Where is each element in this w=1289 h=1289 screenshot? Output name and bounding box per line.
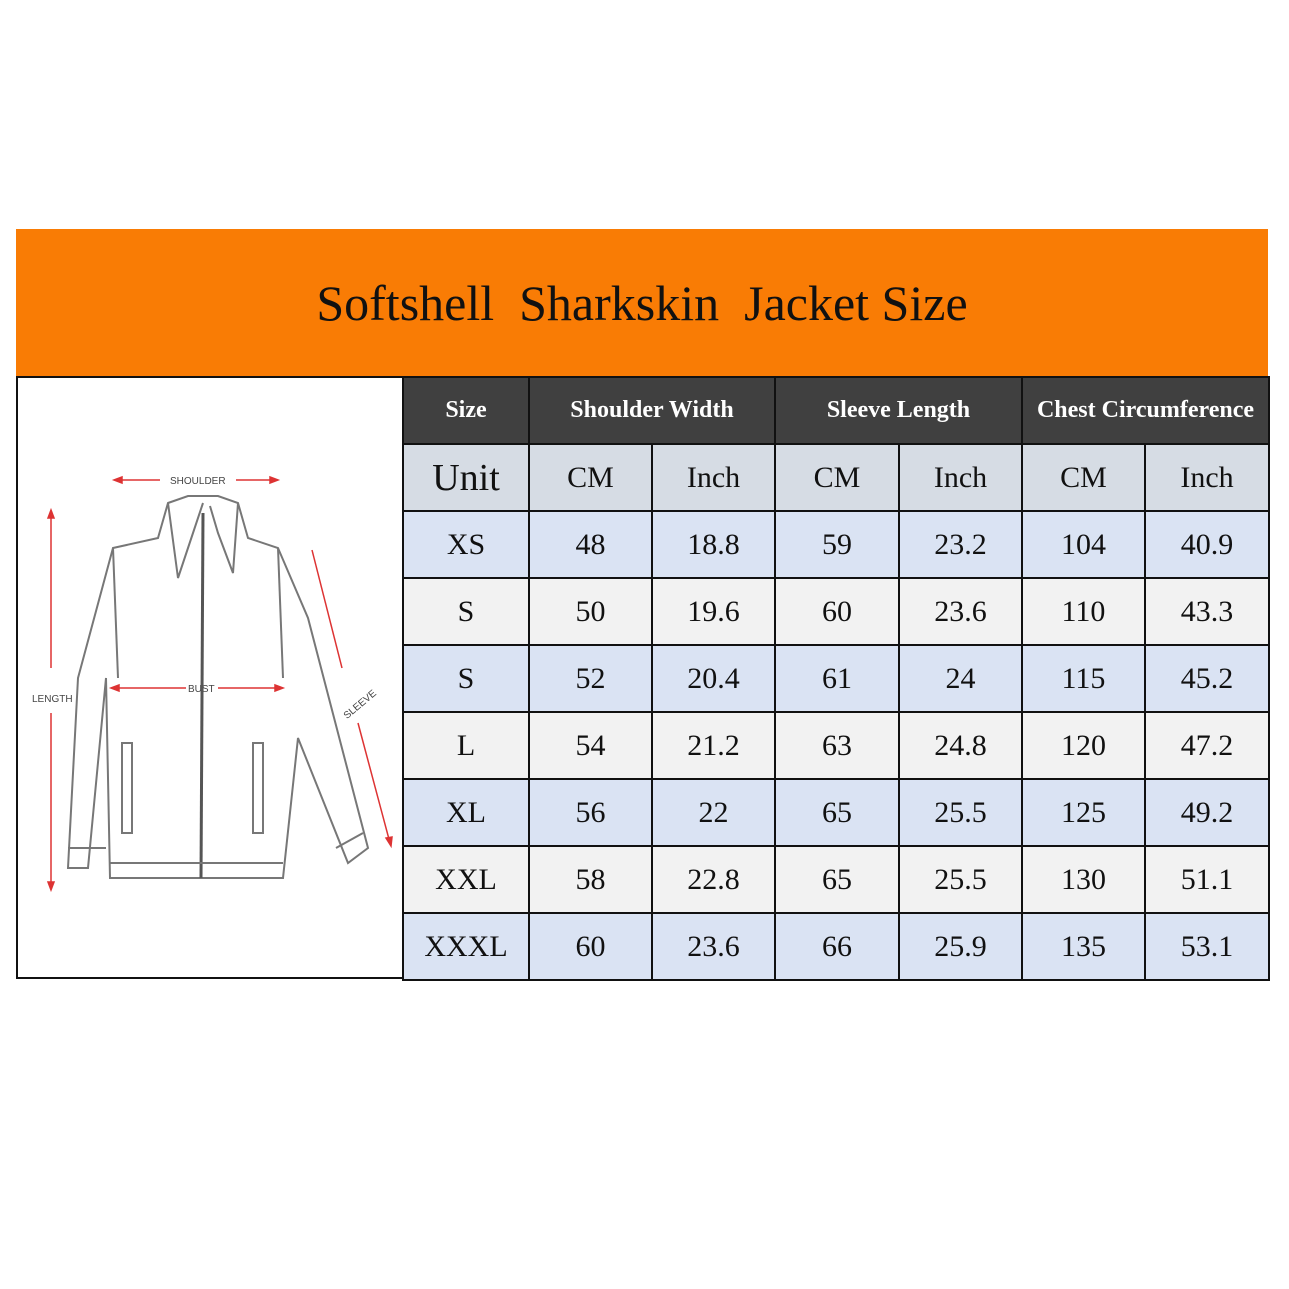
- size-cell: XS: [402, 510, 530, 579]
- header-row: Size Shoulder Width Sleeve Length Chest …: [402, 376, 1270, 445]
- value-cell: 130: [1021, 845, 1146, 914]
- table-row: XS 48 18.8 59 23.2 104 40.9: [402, 510, 1270, 579]
- value-cell: 65: [774, 778, 900, 847]
- value-cell: 47.2: [1144, 711, 1270, 780]
- value-cell: 54: [528, 711, 653, 780]
- value-cell: 49.2: [1144, 778, 1270, 847]
- value-cell: 65: [774, 845, 900, 914]
- size-cell: S: [402, 577, 530, 646]
- length-label: LENGTH: [32, 694, 73, 705]
- value-cell: 120: [1021, 711, 1146, 780]
- size-cell: S: [402, 644, 530, 713]
- value-cell: 25.5: [898, 778, 1023, 847]
- value-cell: 20.4: [651, 644, 776, 713]
- value-cell: 61: [774, 644, 900, 713]
- table-row: XL 56 22 65 25.5 125 49.2: [402, 778, 1270, 847]
- table-row: XXXL 60 23.6 66 25.9 135 53.1: [402, 912, 1270, 981]
- value-cell: 43.3: [1144, 577, 1270, 646]
- sleeve-label: SLEEVE: [342, 688, 379, 722]
- value-cell: 40.9: [1144, 510, 1270, 579]
- header-size: Size: [402, 376, 530, 445]
- value-cell: 21.2: [651, 711, 776, 780]
- header-chest-circumference: Chest Circumference: [1021, 376, 1270, 445]
- value-cell: 110: [1021, 577, 1146, 646]
- value-cell: 104: [1021, 510, 1146, 579]
- table-row: S 52 20.4 61 24 115 45.2: [402, 644, 1270, 713]
- value-cell: 22: [651, 778, 776, 847]
- unit-cell: Inch: [651, 443, 776, 512]
- table-row: L 54 21.2 63 24.8 120 47.2: [402, 711, 1270, 780]
- header-shoulder-width: Shoulder Width: [528, 376, 776, 445]
- value-cell: 56: [528, 778, 653, 847]
- jacket-diagram: SHOULDER LENGTH BUST SLEEVE: [16, 376, 402, 979]
- value-cell: 23.6: [651, 912, 776, 981]
- value-cell: 63: [774, 711, 900, 780]
- size-cell: XXL: [402, 845, 530, 914]
- value-cell: 115: [1021, 644, 1146, 713]
- size-cell: L: [402, 711, 530, 780]
- unit-cell: CM: [774, 443, 900, 512]
- value-cell: 22.8: [651, 845, 776, 914]
- table-row: S 50 19.6 60 23.6 110 43.3: [402, 577, 1270, 646]
- size-cell: XXXL: [402, 912, 530, 981]
- value-cell: 125: [1021, 778, 1146, 847]
- value-cell: 59: [774, 510, 900, 579]
- value-cell: 60: [774, 577, 900, 646]
- value-cell: 60: [528, 912, 653, 981]
- page-title: Softshell Sharkskin Jacket Size: [316, 274, 968, 331]
- value-cell: 25.9: [898, 912, 1023, 981]
- shoulder-label: SHOULDER: [170, 476, 226, 487]
- value-cell: 52: [528, 644, 653, 713]
- unit-cell: Inch: [898, 443, 1023, 512]
- size-table: Size Shoulder Width Sleeve Length Chest …: [402, 376, 1270, 981]
- value-cell: 24.8: [898, 711, 1023, 780]
- unit-cell: Unit: [402, 443, 530, 512]
- jacket-illustration: SHOULDER LENGTH BUST SLEEVE: [32, 475, 393, 893]
- value-cell: 24: [898, 644, 1023, 713]
- size-cell: XL: [402, 778, 530, 847]
- jacket-outline-icon: [66, 495, 370, 879]
- header-sleeve-length: Sleeve Length: [774, 376, 1023, 445]
- value-cell: 18.8: [651, 510, 776, 579]
- unit-row: Unit CM Inch CM Inch CM Inch: [402, 443, 1270, 512]
- value-cell: 66: [774, 912, 900, 981]
- value-cell: 48: [528, 510, 653, 579]
- value-cell: 50: [528, 577, 653, 646]
- value-cell: 53.1: [1144, 912, 1270, 981]
- value-cell: 23.2: [898, 510, 1023, 579]
- value-cell: 58: [528, 845, 653, 914]
- table-row: XXL 58 22.8 65 25.5 130 51.1: [402, 845, 1270, 914]
- value-cell: 23.6: [898, 577, 1023, 646]
- unit-cell: CM: [1021, 443, 1146, 512]
- title-banner: Softshell Sharkskin Jacket Size: [16, 229, 1268, 376]
- value-cell: 51.1: [1144, 845, 1270, 914]
- unit-cell: Inch: [1144, 443, 1270, 512]
- value-cell: 19.6: [651, 577, 776, 646]
- value-cell: 25.5: [898, 845, 1023, 914]
- unit-cell: CM: [528, 443, 653, 512]
- value-cell: 45.2: [1144, 644, 1270, 713]
- value-cell: 135: [1021, 912, 1146, 981]
